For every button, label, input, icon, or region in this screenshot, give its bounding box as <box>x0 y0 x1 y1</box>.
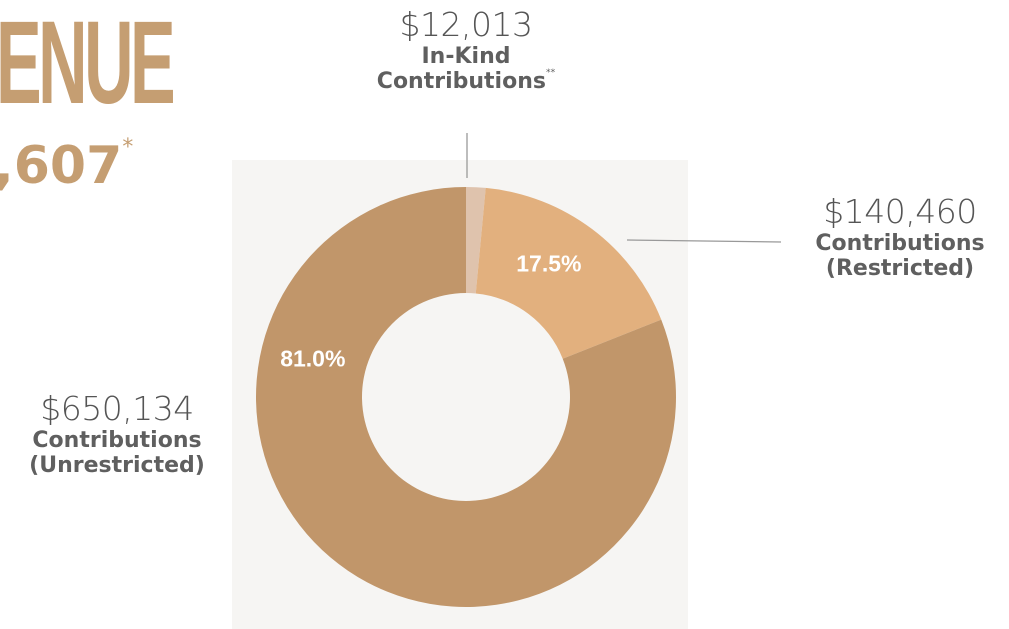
restricted-name-line2: (Restricted) <box>825 256 975 282</box>
percent-label-unrestricted: 81.0% <box>280 345 345 371</box>
label-in-kind: $12,013 In-Kind Contributions** <box>377 6 555 95</box>
percent-label-restricted: 17.5% <box>516 251 581 277</box>
in-kind-name: In-Kind <box>421 43 511 69</box>
unrestricted-amount: $650,134 <box>40 389 194 428</box>
in-kind-footnote: ** <box>545 66 556 78</box>
donut-slices <box>256 187 677 608</box>
total-revenue: ,607* <box>0 136 133 192</box>
in-kind-amount: $12,013 <box>399 5 533 44</box>
unrestricted-name: Contributions <box>32 427 202 453</box>
page-title: ENUE <box>0 0 176 129</box>
leader-lines <box>466 133 782 243</box>
slice-restricted <box>475 187 662 359</box>
total-revenue-amount: ,607 <box>0 136 123 196</box>
label-restricted: $140,460 Contributions (Restricted) <box>815 193 984 282</box>
in-kind-name-line2: Contributions** <box>376 66 556 95</box>
slice-in-kind <box>466 187 486 294</box>
in-kind-name-line2-text: Contributions <box>376 69 546 95</box>
restricted-name: Contributions <box>815 230 985 256</box>
restricted-amount: $140,460 <box>823 192 977 231</box>
percent-labels: 17.5% 81.0% <box>280 251 581 372</box>
slice-unrestricted <box>256 187 677 608</box>
total-revenue-footnote: * <box>122 134 134 160</box>
label-unrestricted: $650,134 Contributions (Unrestricted) <box>29 390 205 479</box>
leader-line-restricted <box>626 239 782 243</box>
unrestricted-name-line2: (Unrestricted) <box>29 453 205 479</box>
